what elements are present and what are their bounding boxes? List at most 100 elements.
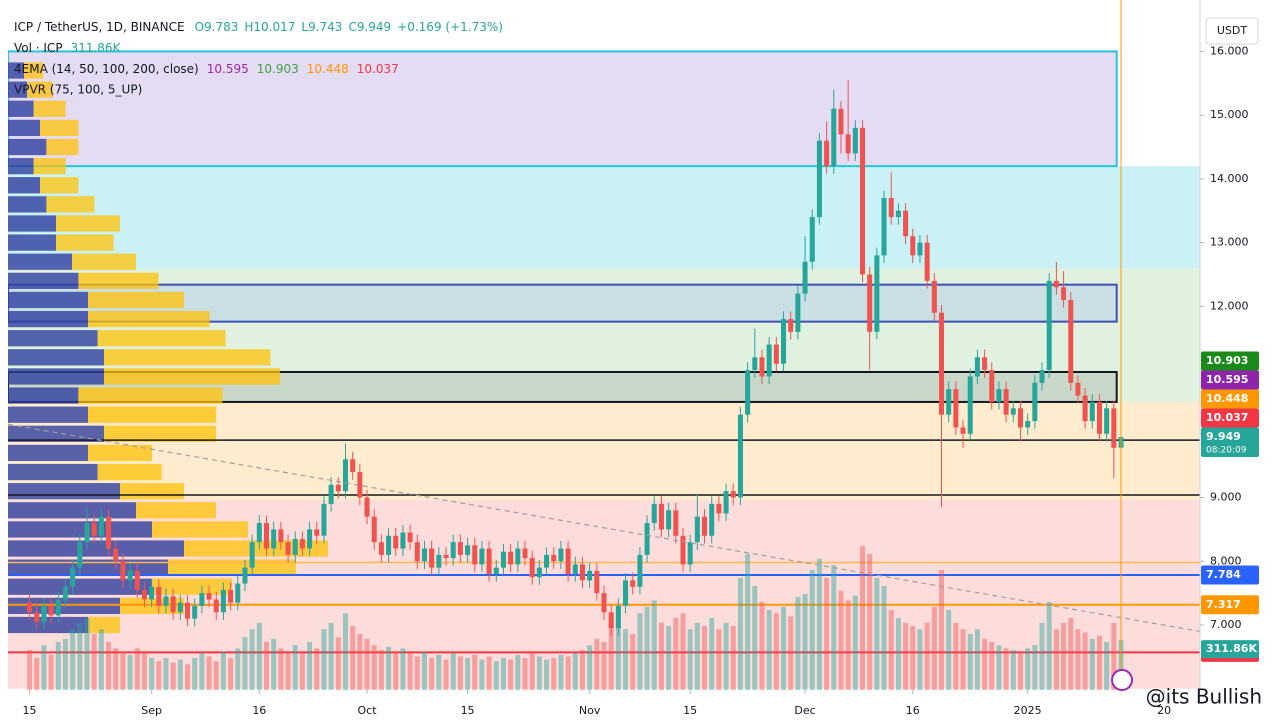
volume-bar <box>680 613 686 690</box>
volume-bar <box>299 653 305 690</box>
volume-bar <box>658 622 664 690</box>
profile-down <box>8 406 88 423</box>
volume-bar <box>70 629 76 690</box>
currency-box[interactable] <box>1205 17 1259 45</box>
candle-body <box>551 554 557 562</box>
volume-bar <box>185 664 191 690</box>
candle-body <box>694 516 700 543</box>
volume-bar <box>1003 648 1009 690</box>
candle-body <box>508 551 514 565</box>
candle-body <box>989 370 995 402</box>
candle-body <box>342 459 349 492</box>
profile-down <box>8 100 34 117</box>
zone <box>8 50 1118 168</box>
change: +0.169 (+1.73%) <box>397 20 503 34</box>
volume-bar <box>414 656 420 690</box>
volume-bar <box>515 654 521 690</box>
profile-up <box>40 177 79 194</box>
ema-value: 10.448 <box>307 62 349 76</box>
overlay <box>8 423 1200 632</box>
volume-bar <box>206 656 212 690</box>
candle-body <box>472 545 478 565</box>
profile-up <box>136 502 216 519</box>
volume-bar <box>1017 651 1023 690</box>
candle-body <box>263 523 270 549</box>
volume-bar <box>113 648 119 690</box>
volume-bar <box>845 600 851 690</box>
ema-title: 4EMA (14, 50, 100, 200, close) <box>14 62 199 76</box>
candle-body <box>328 484 334 504</box>
header-symbol: ICP / TetherUS, 1D, BINANCE O9.783 H10.017… <box>14 20 503 34</box>
profile-down <box>8 272 79 289</box>
candle-body <box>1111 408 1117 448</box>
candle-body <box>852 127 858 154</box>
volume-bar <box>465 658 471 690</box>
candle-body <box>486 548 492 575</box>
volume-bar <box>170 662 176 690</box>
volume-bar <box>371 645 377 690</box>
volume-bar <box>235 648 241 690</box>
volume-bar <box>737 578 743 690</box>
profile-up <box>24 62 44 79</box>
volume-bar <box>48 654 54 690</box>
candle-body <box>500 551 506 568</box>
price-label-box <box>1201 389 1259 409</box>
x-tick-label: 15 <box>683 704 697 717</box>
volume-bar <box>34 658 40 690</box>
volume-bar <box>429 658 435 690</box>
candle-body <box>795 293 801 332</box>
candle-body <box>220 589 226 613</box>
zone <box>8 166 1200 269</box>
candle-body <box>809 217 815 262</box>
profile-down <box>8 444 88 462</box>
alert-icon[interactable] <box>1111 669 1133 691</box>
candle-body <box>421 548 427 562</box>
volume-bar <box>587 645 593 690</box>
candle-body <box>565 548 571 575</box>
volume-bar <box>960 629 966 690</box>
volume-bar <box>673 618 679 690</box>
volume-bar <box>127 654 133 690</box>
volume-bar <box>623 629 629 690</box>
candle-body <box>982 357 988 371</box>
candle-body <box>515 548 521 565</box>
volume-bar <box>357 634 363 690</box>
candle-body <box>572 564 578 575</box>
candle-body <box>831 108 837 167</box>
profile-down <box>8 368 104 385</box>
volume <box>27 546 1124 690</box>
candle-body <box>1075 382 1081 396</box>
candle-body <box>134 570 140 590</box>
profile-down <box>8 463 98 481</box>
volume-bar <box>450 653 456 690</box>
volume-bar <box>443 659 449 690</box>
volume-bar <box>565 656 571 690</box>
candle-body <box>386 535 392 555</box>
trend-line <box>8 423 1200 632</box>
x-tick-label: 2025 <box>1014 704 1042 717</box>
candle-body <box>730 491 736 498</box>
profile-up <box>152 578 232 595</box>
candle-body <box>77 542 83 568</box>
candle-body <box>443 554 449 559</box>
volume-bar <box>199 653 205 690</box>
volume-bar <box>192 658 198 690</box>
candle-body <box>429 548 435 568</box>
candle-body <box>278 529 284 543</box>
profile-up <box>97 463 162 481</box>
volume-bar <box>687 629 693 690</box>
volume-bar <box>615 622 621 690</box>
candle-body <box>522 548 528 559</box>
profile-down <box>8 483 120 500</box>
volume-bar <box>342 613 349 690</box>
volume-bar <box>651 600 657 690</box>
volume-bar <box>759 602 765 690</box>
volume-bar <box>41 645 47 690</box>
candle-body <box>737 414 743 498</box>
volume-bar <box>730 626 736 690</box>
candle-body <box>845 134 851 154</box>
volume-bar <box>1025 648 1031 690</box>
candle-body <box>62 586 68 600</box>
countdown: 08:20:09 <box>1206 446 1247 456</box>
volume-bar <box>630 634 636 690</box>
